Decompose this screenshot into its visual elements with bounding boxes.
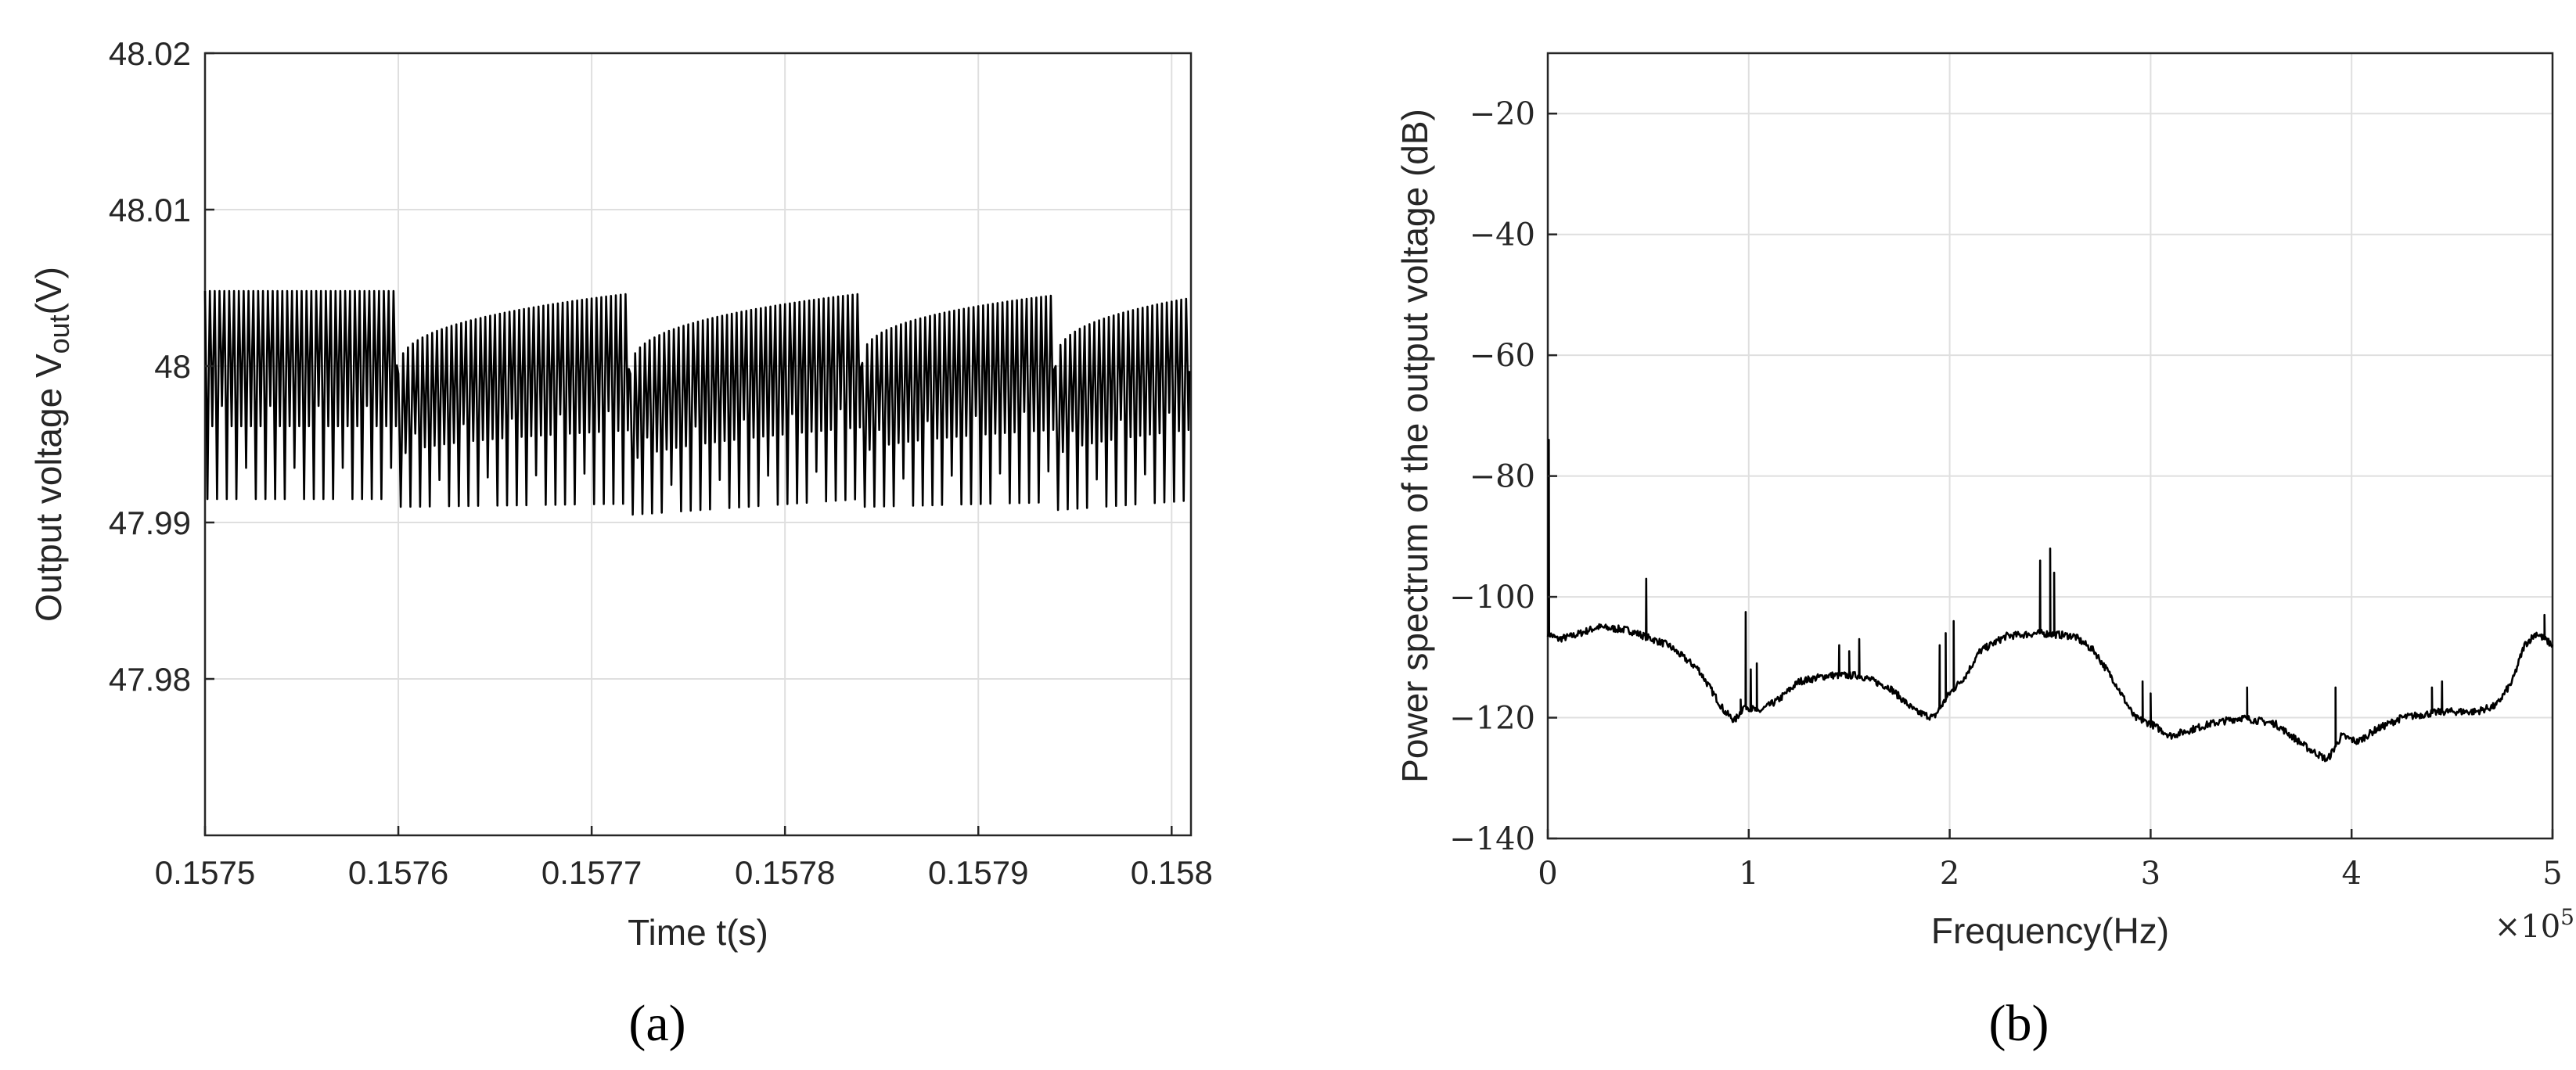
caption-a: (a) — [628, 995, 685, 1052]
y-axis-label-a-unit: (V) — [28, 267, 69, 314]
ticks-a: 0.1575 0.1576 0.1577 0.1578 0.1579 0.158 47.98… — [109, 35, 1213, 891]
x-axis-label-a: Time t(s) — [628, 912, 768, 953]
x-tick-label: 5 — [2542, 856, 2562, 892]
y-tick-label: 48.02 — [109, 35, 191, 72]
x-tick-label: 4 — [2341, 856, 2361, 892]
x-tick-label: 1 — [1739, 856, 1758, 892]
y-tick-label: 48.01 — [109, 192, 191, 228]
panel-b: 0 1 2 3 4 5 −140 −120 −100 −80 −60 −40 −20 Frequency… — [1394, 52, 2574, 1052]
caption-b: (b) — [1989, 995, 2049, 1052]
y-tick-label: −80 — [1470, 459, 1535, 495]
output-voltage-trace — [203, 289, 1191, 516]
ticks-b: 0 1 2 3 4 5 −140 −120 −100 −80 −60 −40 −20 — [1449, 96, 2563, 892]
x-tick-label: 2 — [1940, 856, 1959, 892]
x-axis-label-b: Frequency(Hz) — [1931, 910, 2169, 951]
y-tick-label: −40 — [1470, 217, 1535, 253]
y-tick-label: 47.99 — [109, 504, 191, 541]
x-tick-label: 0.1576 — [348, 854, 448, 891]
plot-area-a — [203, 52, 1193, 837]
y-tick-label: −140 — [1449, 821, 1535, 857]
y-tick-label: 48 — [154, 348, 191, 385]
x-tick-label: 0 — [1538, 856, 1557, 892]
x-tick-label: 0.1577 — [541, 854, 642, 891]
y-axis-label-a-main: Output voltage V — [28, 354, 69, 622]
x-tick-label: 0.1579 — [928, 854, 1028, 891]
x-tick-label: 0.1575 — [155, 854, 255, 891]
y-tick-label: 47.98 — [109, 661, 191, 698]
y-tick-label: −60 — [1470, 338, 1535, 374]
x-tick-label: 0.158 — [1131, 854, 1213, 891]
y-tick-label: −20 — [1470, 96, 1535, 132]
y-axis-label-b: Power spectrum of the output voltage (dB… — [1394, 109, 1435, 783]
x-tick-label: 0.1578 — [735, 854, 835, 891]
gridlines-b — [1547, 53, 2553, 839]
x-axis-multiplier: ×105 — [2495, 904, 2574, 945]
plot-area-b — [1546, 52, 2554, 840]
x-tick-label: 3 — [2141, 856, 2160, 892]
x-axis-multiplier-exponent: 5 — [2560, 904, 2574, 930]
x-axis-multiplier-base: ×10 — [2495, 909, 2560, 945]
y-tick-label: −100 — [1449, 580, 1535, 616]
y-axis-label-a-subscript: out — [43, 314, 75, 354]
y-axis-label-a: Output voltage Vout(V) — [28, 267, 75, 622]
y-tick-label: −120 — [1449, 701, 1535, 737]
panel-a: 0.1575 0.1576 0.1577 0.1578 0.1579 0.158 47.98… — [28, 35, 1213, 1052]
power-spectrum-trace — [1546, 439, 2554, 763]
